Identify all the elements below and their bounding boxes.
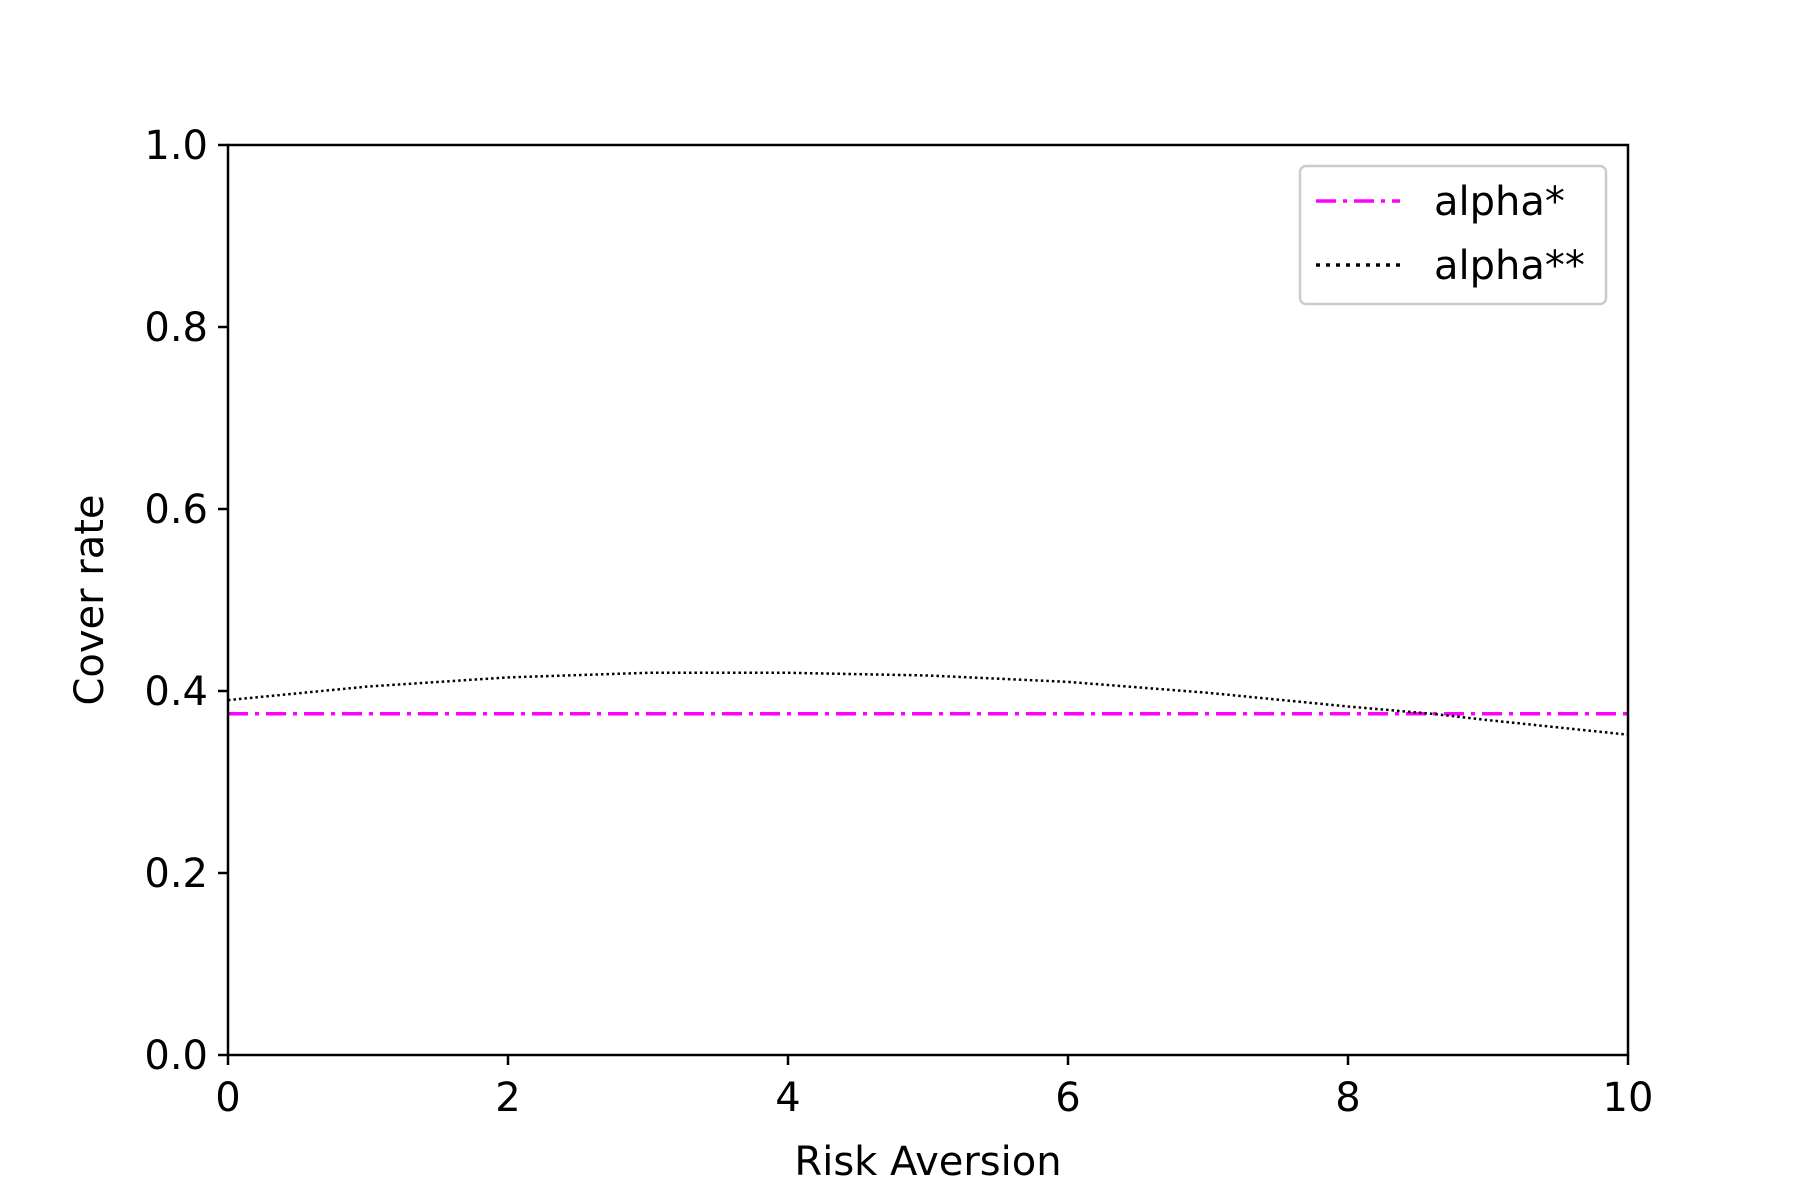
axis-ticks: 0 2 4 6 8 10 0.0 0.2 0.4 0.6 0.8 1.0 [144, 123, 1653, 1121]
x-tick-label: 0 [215, 1075, 240, 1121]
legend-label-2: alpha** [1434, 243, 1585, 289]
legend: alpha* alpha** [1298, 164, 1608, 306]
plot-marks [227, 671, 1629, 736]
legend-label-1: alpha* [1434, 179, 1565, 225]
x-tick-label: 6 [1055, 1075, 1080, 1121]
x-tick-label: 10 [1603, 1075, 1654, 1121]
y-tick-label: 0.4 [144, 669, 208, 715]
legend-box [1298, 164, 1608, 306]
y-tick-label: 1.0 [144, 123, 208, 169]
x-tick-label: 8 [1335, 1075, 1360, 1121]
series-line-2 [227, 671, 1629, 736]
x-tick-label: 4 [775, 1075, 800, 1121]
y-axis-label: Cover rate [67, 494, 113, 705]
y-tick-label: 0.8 [144, 305, 208, 351]
plot-area-frame [226, 143, 1630, 1057]
x-tick-label: 2 [495, 1075, 520, 1121]
y-tick-label: 0.6 [144, 487, 208, 533]
x-axis-label: Risk Aversion [794, 1139, 1061, 1185]
y-tick-label: 0.2 [144, 851, 208, 897]
y-tick-label: 0.0 [144, 1033, 208, 1079]
